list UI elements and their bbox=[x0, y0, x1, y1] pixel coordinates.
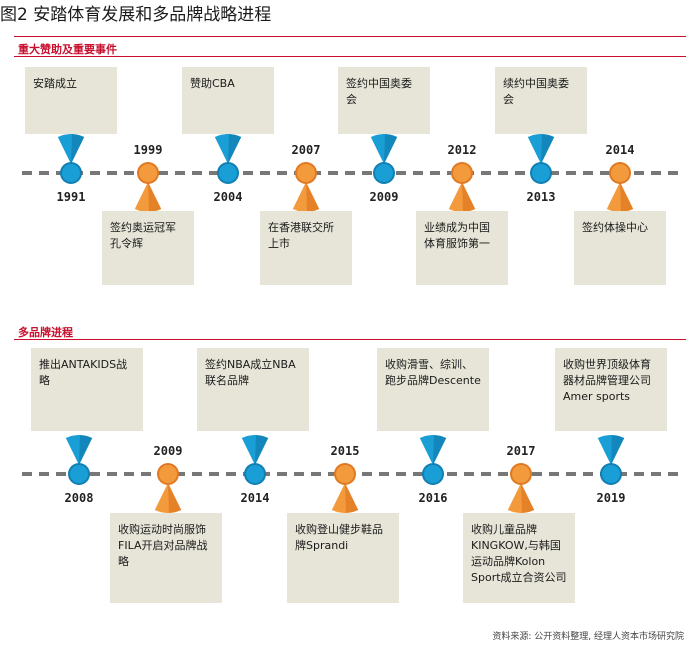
section2-event-0-box: 推出ANTAKIDS战略 bbox=[31, 348, 143, 431]
section1-event-3-year: 2007 bbox=[291, 143, 321, 157]
section2-event-1-wedge-shade bbox=[168, 483, 182, 513]
section2-title: 多品牌进程 bbox=[18, 326, 73, 339]
section2-event-4-year: 2016 bbox=[418, 491, 448, 505]
section1-event-0-wedge-shade bbox=[71, 134, 85, 164]
section2-event-2-box: 签约NBA成立NBA联名品牌 bbox=[197, 348, 309, 431]
section1-event-6-year: 2013 bbox=[526, 190, 556, 204]
section1-event-5-wedge-shade bbox=[462, 182, 476, 212]
source-note: 资料来源: 公开资料整理, 经理人资本市场研究院 bbox=[492, 632, 684, 642]
section1-event-6-marker bbox=[532, 164, 550, 182]
section2-event-5-year: 2017 bbox=[506, 444, 536, 458]
section1-event-2-box: 赞助CBA bbox=[182, 67, 274, 134]
section2-event-0-year: 2008 bbox=[64, 491, 94, 505]
section1-event-7-year: 2014 bbox=[605, 143, 635, 157]
section2-event-1-marker bbox=[159, 465, 177, 483]
section2-event-6-box: 收购世界顶级体育器材品牌管理公司Amer sports bbox=[555, 348, 667, 431]
section2-event-0-wedge-shade bbox=[79, 435, 93, 465]
section1-event-5-box: 业绩成为中国体育服饰第一 bbox=[416, 211, 508, 285]
section2-event-5-marker bbox=[512, 465, 530, 483]
section1-event-4-wedge-shade bbox=[384, 134, 398, 164]
section2-rule bbox=[14, 339, 686, 340]
section2-event-6-marker bbox=[602, 465, 620, 483]
section2-event-2-marker bbox=[246, 465, 264, 483]
section2-event-3-box: 收购登山健步鞋品牌Sprandi bbox=[287, 513, 399, 603]
section1-event-7-box: 签约体操中心 bbox=[574, 211, 666, 285]
section1-rule bbox=[14, 56, 686, 57]
section1-event-3-marker bbox=[297, 164, 315, 182]
section1-event-4-year: 2009 bbox=[369, 190, 399, 204]
section1-event-3-wedge-shade bbox=[306, 182, 320, 212]
section2-event-1-box: 收购运动时尚服饰FILA开启对品牌战略 bbox=[110, 513, 222, 603]
section2-event-2-wedge-shade bbox=[255, 435, 269, 465]
section1-event-6-wedge-shade bbox=[541, 134, 555, 164]
section2-event-5-box: 收购儿童品牌KINGKOW,与韩国运动品牌Kolon Sport成立合资公司 bbox=[463, 513, 575, 603]
section1-event-7-marker bbox=[611, 164, 629, 182]
section2-event-2-year: 2014 bbox=[240, 491, 270, 505]
section1-event-2-marker bbox=[219, 164, 237, 182]
section1-event-0-box: 安踏成立 bbox=[25, 67, 117, 134]
section2-event-6-year: 2019 bbox=[596, 491, 626, 505]
section1-event-1-marker bbox=[139, 164, 157, 182]
section1-event-2-year: 2004 bbox=[213, 190, 243, 204]
section1-event-4-box: 签约中国奥委会 bbox=[338, 67, 430, 134]
section2-event-3-marker bbox=[336, 465, 354, 483]
section1-event-1-year: 1999 bbox=[133, 143, 163, 157]
section1-event-5-marker bbox=[453, 164, 471, 182]
section2-event-6-wedge-shade bbox=[611, 435, 625, 465]
figure-title: 图2 安踏体育发展和多品牌战略进程 bbox=[0, 5, 272, 25]
section1-event-0-marker bbox=[62, 164, 80, 182]
section1-event-2-wedge-shade bbox=[228, 134, 242, 164]
section1-event-1-box: 签约奥运冠军孔令辉 bbox=[102, 211, 194, 285]
section2-event-4-wedge-shade bbox=[433, 435, 447, 465]
section2-event-4-box: 收购滑雪、综训、跑步品牌Descente bbox=[377, 348, 489, 431]
section2-event-4-marker bbox=[424, 465, 442, 483]
section2-event-3-wedge-shade bbox=[345, 483, 359, 513]
section2-event-0-marker bbox=[70, 465, 88, 483]
section1-title: 重大赞助及重要事件 bbox=[18, 43, 117, 56]
section2-event-3-year: 2015 bbox=[330, 444, 360, 458]
section1-event-5-year: 2012 bbox=[447, 143, 477, 157]
section2-event-5-wedge-shade bbox=[521, 483, 535, 513]
title-rule bbox=[14, 36, 686, 37]
section1-event-1-wedge-shade bbox=[148, 182, 162, 212]
section2-event-1-year: 2009 bbox=[153, 444, 183, 458]
section1-event-6-box: 续约中国奥委会 bbox=[495, 67, 587, 134]
section1-event-7-wedge-shade bbox=[620, 182, 634, 212]
section1-event-3-box: 在香港联交所上市 bbox=[260, 211, 352, 285]
section1-event-4-marker bbox=[375, 164, 393, 182]
section1-event-0-year: 1991 bbox=[56, 190, 86, 204]
